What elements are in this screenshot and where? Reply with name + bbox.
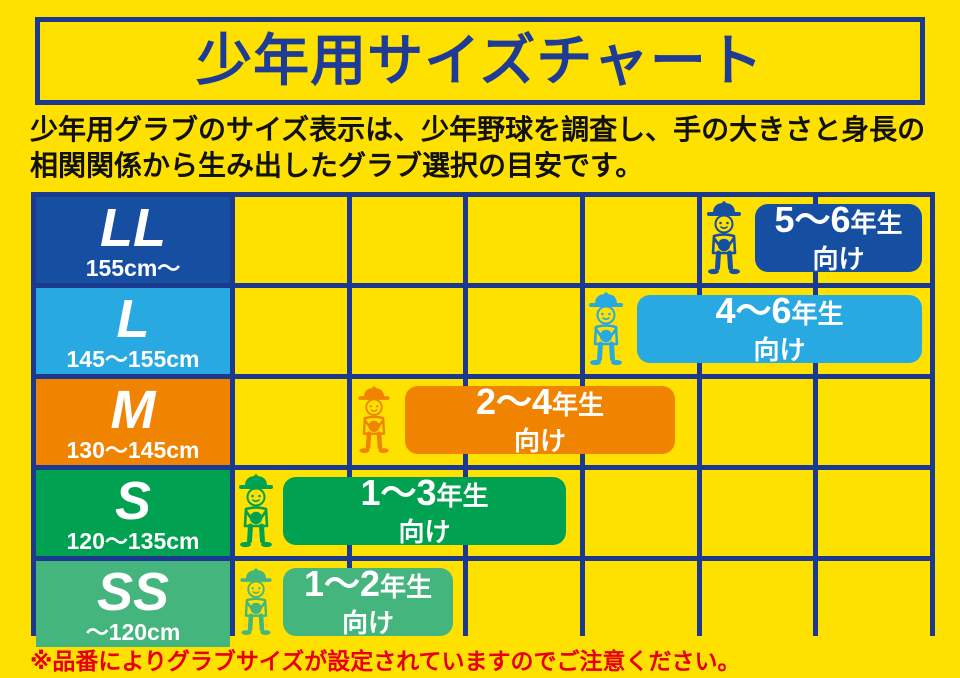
grid-cell xyxy=(585,197,697,283)
grid-cell xyxy=(585,561,697,647)
grid-cell xyxy=(351,379,464,465)
grid-cell xyxy=(818,561,931,647)
grid-cell xyxy=(701,470,814,556)
description-line-1: 少年用グラブのサイズ表示は、少年野球を調査し、手の大きさと身長の xyxy=(30,114,926,145)
size-letter: S xyxy=(114,471,152,531)
grid-cell xyxy=(351,561,464,647)
page-title: 少年用サイズチャート xyxy=(196,29,764,92)
size-label-cell-ll: LL 155cm〜 xyxy=(36,197,230,283)
grid-cell xyxy=(701,379,814,465)
size-letter: LL xyxy=(100,198,166,258)
grid-cell xyxy=(235,197,347,283)
grid-cell xyxy=(585,470,697,556)
chart-description: 少年用グラブのサイズ表示は、少年野球を調査し、手の大きさと身長の 相関関係から生み… xyxy=(30,112,940,184)
grid-cell xyxy=(585,288,697,374)
size-letter: L xyxy=(116,289,150,349)
size-letter: M xyxy=(110,380,156,440)
size-label-cell-m: M 130〜145cm xyxy=(36,379,230,465)
grid-cell xyxy=(235,288,347,374)
grid-cell xyxy=(818,288,931,374)
grid-cell xyxy=(351,197,464,283)
footer-note: ※品番によりグラブサイズが設定されていますのでご注意ください。 xyxy=(30,648,741,674)
size-row-ss: SS 〜120cm 1〜2年生 向け xyxy=(36,561,931,647)
size-height-range: 155cm〜 xyxy=(85,255,181,281)
size-height-range: 〜120cm xyxy=(85,619,181,645)
grid-cell xyxy=(818,470,931,556)
grid-cell xyxy=(818,197,931,283)
size-height-range: 120〜135cm xyxy=(66,528,200,554)
size-label-cell-ss: SS 〜120cm xyxy=(36,561,230,647)
size-label-cell-l: L 145〜155cm xyxy=(36,288,230,374)
grid-cell xyxy=(351,470,464,556)
grid-cell xyxy=(468,561,581,647)
page-title-box: 少年用サイズチャート xyxy=(35,17,925,105)
size-height-range: 145〜155cm xyxy=(66,346,200,372)
grid-cell xyxy=(235,470,347,556)
grid-cell xyxy=(818,379,931,465)
size-row-m: M 130〜145cm 2〜4年生 向け xyxy=(36,379,931,465)
size-row-l: L 145〜155cm 4〜6年生 向け xyxy=(36,288,931,374)
size-row-ll: LL 155cm〜 5〜6年生 向け xyxy=(36,197,931,283)
grid-cell xyxy=(701,288,814,374)
grid-cell xyxy=(468,379,581,465)
size-chart-grid: LL 155cm〜 5〜6年生 向け L 145〜155cm 4〜6 xyxy=(31,192,935,647)
size-letter: SS xyxy=(96,562,170,622)
grid-cell xyxy=(701,197,814,283)
grid-cell xyxy=(701,561,814,647)
grid-cell xyxy=(351,288,464,374)
description-line-2: 相関関係から生み出したグラブ選択の目安です。 xyxy=(30,150,644,181)
grid-cell xyxy=(468,197,581,283)
grid-cell xyxy=(585,379,697,465)
grid-cell xyxy=(235,379,347,465)
grid-cell xyxy=(468,470,581,556)
size-row-s: S 120〜135cm 1〜3年生 向け xyxy=(36,470,931,556)
size-label-cell-s: S 120〜135cm xyxy=(36,470,230,556)
size-height-range: 130〜145cm xyxy=(66,437,200,463)
grid-cell xyxy=(235,561,347,647)
grid-cell xyxy=(468,288,581,374)
